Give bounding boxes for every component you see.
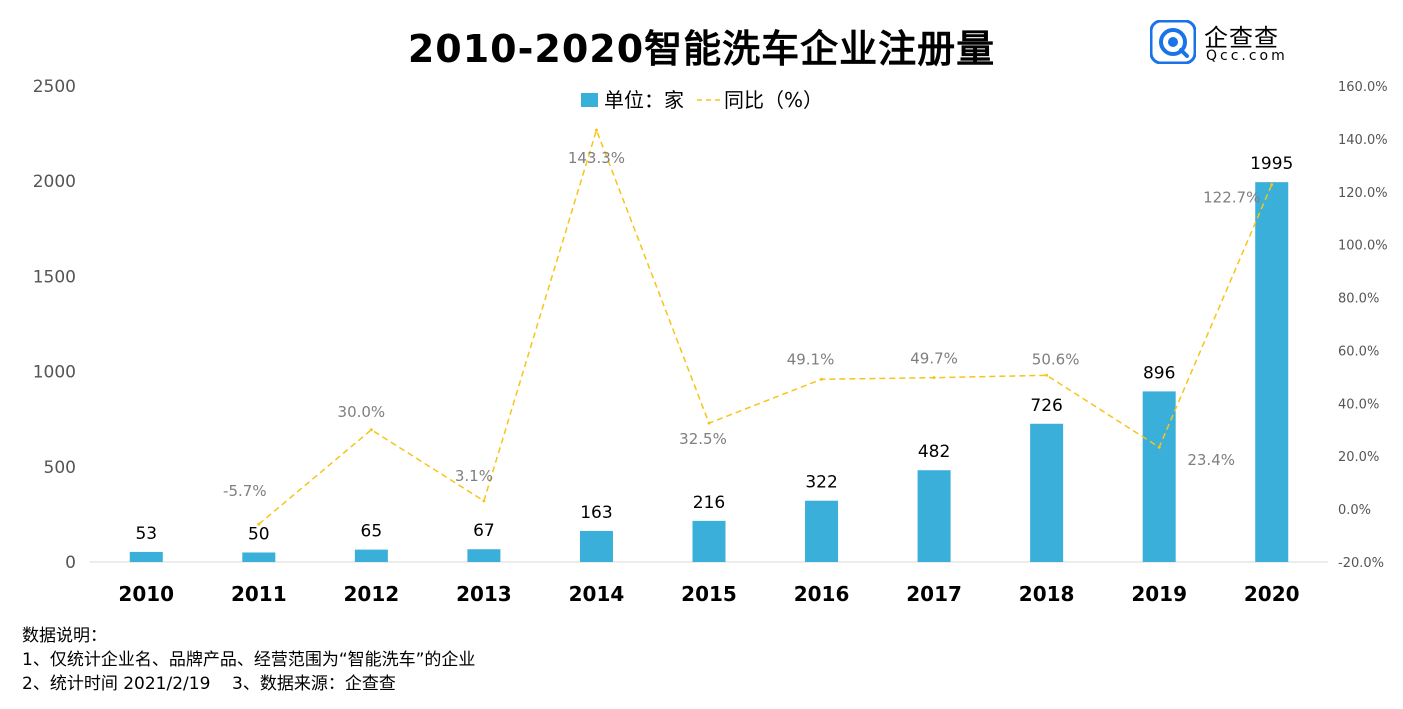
bar-data-label: 50 [248,524,270,544]
line-data-label: -5.7% [223,482,267,500]
line-series [257,127,1274,526]
x-tick-label: 2013 [456,582,512,606]
y-tick-label: 2500 [33,77,76,97]
bar [129,551,163,562]
line-point [932,376,936,380]
y2-tick-label: 60.0% [1338,344,1379,359]
line-data-label: 50.6% [1032,350,1080,368]
y-axis-right: -20.0% 0.0% 20.0% 40.0% 60.0% 80.0% 100.0% 120.… [1338,80,1388,571]
x-tick-label: 2020 [1244,582,1300,606]
bar [917,470,951,562]
y2-tick-label: 160.0% [1338,80,1388,95]
x-tick-label: 2017 [906,582,962,606]
y-tick-label: 1000 [33,363,76,383]
bar [1142,391,1176,562]
bar-data-label: 53 [135,524,157,544]
line-point [1270,183,1274,187]
line-data-label: 49.7% [910,350,958,368]
bar [354,549,388,562]
bar-data-label: 896 [1143,363,1175,383]
line-data-label: 49.1% [787,350,835,368]
x-tick-label: 2012 [344,582,400,606]
legend-bar-label: 单位：家 [604,88,684,112]
notes-line-2: 2、统计时间 2021/2/19 3、数据来源：企查查 [22,674,396,694]
x-tick-label: 2018 [1019,582,1075,606]
bar-data-label: 163 [580,503,612,523]
chart-area: 0 500 1000 1500 2000 2500 -20.0% 0.0% 20.0% 40.0… [33,77,1388,606]
y2-tick-label: 100.0% [1338,239,1388,254]
x-tick-label: 2019 [1131,582,1187,606]
x-tick-label: 2014 [569,582,625,606]
y2-tick-label: -20.0% [1338,556,1384,571]
x-tick-label: 2011 [231,582,287,606]
legend-bar-swatch [581,93,598,107]
line-point [257,522,261,526]
bar [805,500,839,562]
y2-tick-label: 20.0% [1338,450,1379,465]
line-point [1157,445,1161,449]
line-point [482,499,486,503]
x-tick-label: 2015 [681,582,737,606]
yoy-line [258,127,1273,525]
bar [692,520,726,562]
line-point [707,421,711,425]
legend-line-label: 同比（%） [724,88,823,112]
notes-heading: 数据说明： [22,626,107,646]
bar [1255,182,1289,563]
bar-data-label: 216 [693,493,725,513]
bar-data-label: 322 [805,473,837,493]
y2-tick-label: 0.0% [1338,503,1371,518]
line-point [369,428,373,432]
line-data-label: 3.1% [455,467,493,485]
bar-data-label: 1995 [1250,154,1293,174]
bar [467,549,501,562]
x-tick-label: 2016 [794,582,850,606]
line-data-labels: -5.7% 30.0% 3.1% 143.3% 32.5% 49.1% 49.7% 50.6%… [223,149,1260,500]
y2-tick-label: 40.0% [1338,397,1379,412]
bar-data-label: 67 [473,521,495,541]
y-tick-label: 2000 [33,172,76,192]
line-point [820,377,824,381]
line-data-label: 32.5% [679,430,727,448]
y2-tick-label: 80.0% [1338,292,1379,307]
y-tick-label: 500 [44,458,76,478]
line-data-label: 122.7% [1203,189,1260,207]
line-point [594,128,598,132]
data-notes: 数据说明： 1、仅统计企业名、品牌产品、经营范围为“智能洗车”的企业 2、统计时… [22,624,475,696]
qcc-logo-icon [1150,20,1196,64]
chart-title: 2010-2020智能洗车企业注册量 [407,27,996,71]
bar [242,552,276,562]
y2-tick-label: 120.0% [1338,186,1388,201]
y-axis-left: 0 500 1000 1500 2000 2500 [33,77,76,573]
bar-series [129,182,1289,563]
logo-brand-text: 企查查 [1204,24,1279,52]
x-tick-label: 2010 [118,582,174,606]
bar-data-label: 726 [1030,396,1062,416]
line-data-label: 143.3% [568,149,625,167]
bar-data-label: 65 [361,522,383,542]
line-data-label: 23.4% [1187,451,1235,469]
y-tick-label: 1500 [33,267,76,287]
x-axis: 2010 2011 2012 2013 2014 2015 2016 2017 2018 2019… [118,582,1299,606]
line-data-label: 30.0% [338,403,386,421]
bar-data-label: 482 [918,442,950,462]
logo-domain-text: Qcc.com [1206,48,1288,64]
bar-data-labels: 53 50 65 67 163 216 322 482 726 896 1995 [135,154,1293,544]
y2-tick-label: 140.0% [1338,133,1388,148]
legend: 单位：家 同比（%） [581,88,823,112]
notes-line-1: 1、仅统计企业名、品牌产品、经营范围为“智能洗车”的企业 [22,650,476,670]
y-tick-label: 0 [65,553,76,573]
bar [1030,423,1064,562]
line-point [1045,373,1049,377]
bar [579,530,613,562]
qcc-logo: 企查查 Qcc.com [1150,18,1300,64]
